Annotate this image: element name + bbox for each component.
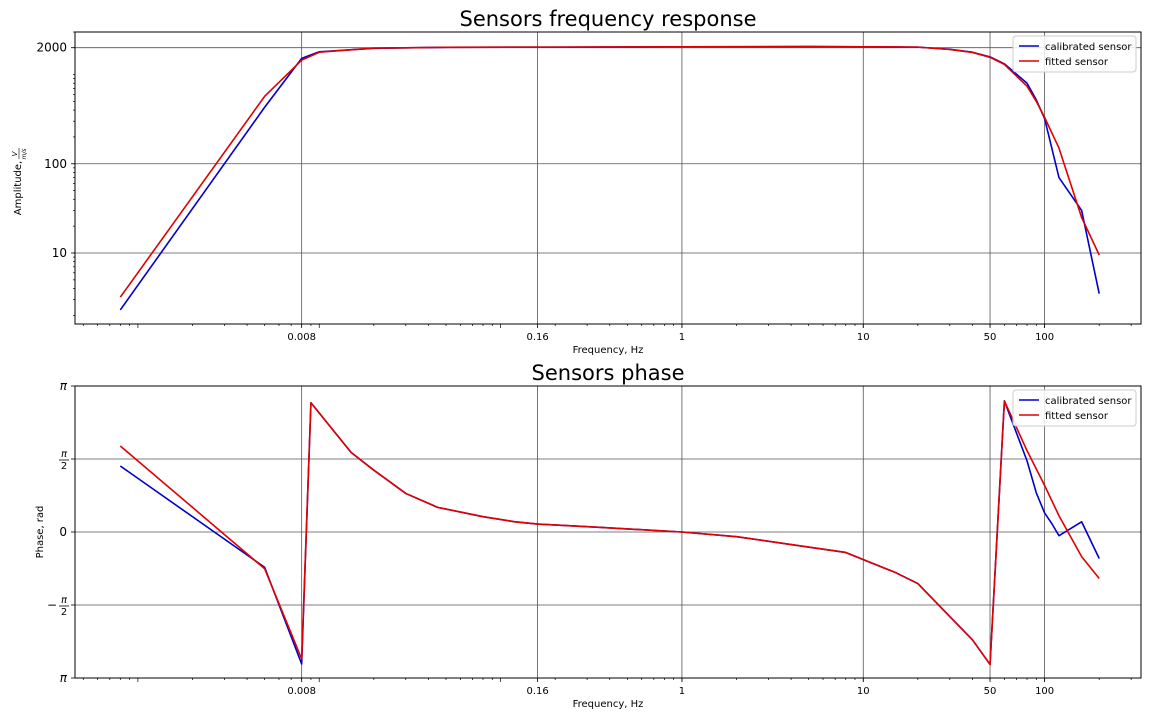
x-axis-label: Frequency, Hz (573, 345, 644, 356)
svg-text:2: 2 (61, 461, 67, 472)
svg-text:π: π (60, 671, 68, 685)
legend-box (1012, 389, 1137, 427)
svg-text:V: V (11, 150, 19, 156)
y-tick-label: π (60, 671, 68, 685)
svg-text:−: − (47, 598, 57, 612)
svg-text:Amplitude,: Amplitude, (13, 161, 24, 215)
series-line-fitted (119, 45, 1100, 298)
y-tick-label: 2000 (36, 41, 67, 55)
x-tick-label: 50 (984, 686, 997, 697)
svg-text:m/s: m/s (21, 149, 28, 160)
legend-label: fitted sensor (1045, 57, 1109, 68)
x-axis-label: Frequency, Hz (573, 699, 644, 710)
x-tick-label: 100 (1035, 332, 1054, 343)
svg-text:π: π (60, 379, 68, 393)
x-tick-label: 50 (984, 332, 997, 343)
y-tick-label: 0 (59, 525, 67, 539)
legend: calibrated sensor fitted sensor (1012, 35, 1137, 73)
svg-text:π: π (61, 449, 68, 460)
x-tick-label: 0.16 (526, 332, 548, 343)
x-tick-label: 10 (857, 686, 870, 697)
legend: calibrated sensor fitted sensor (1012, 389, 1137, 427)
y-tick-label: 100 (44, 157, 67, 171)
x-tick-label: 100 (1035, 686, 1054, 697)
legend-box (1012, 35, 1137, 73)
chart-title: Sensors frequency response (460, 7, 757, 31)
legend-label: fitted sensor (1045, 411, 1109, 422)
x-tick-label: 0.008 (287, 332, 316, 343)
amplitude-chart: 0.008 0.16 1 10 50 100 10 100 2000 Sensors freque… (11, 7, 1142, 356)
legend-label: calibrated sensor (1045, 42, 1132, 53)
x-tick-label: 0.16 (526, 686, 548, 697)
y-tick-label: π (60, 379, 68, 393)
plot-area (75, 32, 1141, 324)
x-tick-label: 0.008 (287, 686, 316, 697)
x-tick-label: 10 (857, 332, 870, 343)
axes-frame (74, 31, 1142, 325)
x-tick-label: 1 (679, 686, 685, 697)
svg-text:π: π (61, 595, 68, 606)
svg-text:2: 2 (61, 607, 67, 618)
y-axis-label: Phase, rad (35, 506, 46, 559)
y-tick-label: π2 (59, 449, 69, 472)
legend-label: calibrated sensor (1045, 396, 1132, 407)
y-tick-label: π2− (47, 595, 69, 618)
series-line-fitted (119, 400, 1100, 666)
chart-title: Sensors phase (532, 361, 685, 385)
y-tick-label: 10 (52, 246, 67, 260)
x-tick-label: 1 (679, 332, 685, 343)
